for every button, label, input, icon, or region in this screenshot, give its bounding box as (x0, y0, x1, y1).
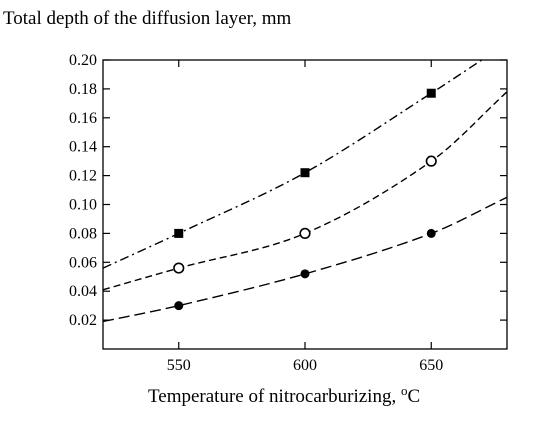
plot-frame (102, 59, 508, 350)
x-axis-title-main: Temperature of nitrocarburizing, (148, 386, 401, 407)
y-tick-label: 0.18 (69, 81, 97, 98)
y-tick-label: 0.04 (69, 283, 97, 300)
x-axis-title: Temperature of nitrocarburizing, oC (148, 383, 420, 407)
data-point-square (426, 88, 436, 98)
y-tick-label: 0.10 (69, 197, 97, 214)
data-point-open-circle (299, 227, 311, 239)
x-tick-label: 600 (293, 357, 317, 374)
y-tick-label: 0.08 (69, 225, 97, 242)
y-tick-label: 0.14 (69, 139, 97, 156)
data-point-open-circle (173, 262, 185, 274)
y-axis-ticks: 0.02 0.04 0.06 0.08 0.10 0.12 0.14 0.16 0.18 0.20 (69, 52, 507, 329)
data-point-square (300, 168, 310, 178)
series-line-1 (102, 59, 483, 269)
x-tick-label: 650 (419, 357, 443, 374)
data-point-open-circle (425, 155, 437, 167)
y-axis-title: Total depth of the diffusion layer, mm (3, 8, 292, 29)
series-lines (102, 59, 508, 323)
series-line-2 (102, 91, 508, 291)
y-tick-label: 0.02 (69, 312, 97, 329)
x-axis-ticks: 550 600 650 (167, 60, 443, 374)
x-tick-label: 550 (167, 357, 191, 374)
y-tick-label: 0.16 (69, 110, 97, 127)
y-tick-label: 0.20 (69, 52, 97, 69)
x-axis-title-unit: C (407, 386, 420, 407)
y-tick-label: 0.12 (69, 168, 97, 185)
y-tick-label: 0.06 (69, 254, 97, 271)
data-point-filled-circle (174, 301, 184, 311)
series-line-3 (102, 196, 508, 323)
data-point-filled-circle (426, 228, 436, 238)
series-markers (173, 88, 437, 311)
data-point-square (174, 228, 184, 238)
data-point-filled-circle (300, 269, 310, 279)
plot-area-border (102, 59, 508, 350)
x-axis-title-superscript: o (401, 383, 408, 398)
